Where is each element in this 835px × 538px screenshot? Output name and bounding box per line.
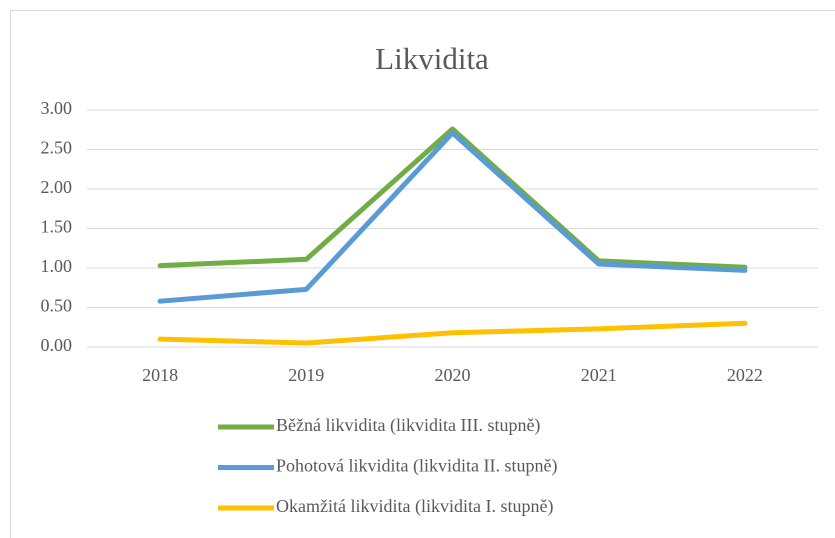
x-tick-label: 2018 (142, 365, 178, 385)
chart-title: Likvidita (375, 41, 489, 76)
legend-label: Běžná likvidita (likvidita III. stupně) (276, 415, 540, 436)
x-tick-label: 2021 (581, 365, 617, 385)
y-tick-label: 0.00 (41, 335, 73, 355)
y-tick-label: 1.00 (41, 256, 73, 276)
series-line (157, 320, 748, 346)
x-tick-label: 2020 (435, 365, 471, 385)
legend-label: Pohotová likvidita (likvidita II. stupně… (276, 456, 557, 477)
y-tick-label: 1.50 (41, 217, 73, 237)
legend-label: Okamžitá likvidita (likvidita I. stupně) (276, 496, 553, 517)
chart-border (10, 10, 835, 538)
y-tick-label: 0.50 (41, 296, 73, 316)
x-tick-label: 2019 (288, 365, 324, 385)
y-tick-label: 2.00 (41, 177, 73, 197)
y-tick-label: 2.50 (41, 138, 73, 158)
x-tick-label: 2022 (727, 365, 763, 385)
y-tick-label: 3.00 (41, 98, 73, 118)
series-line (157, 126, 748, 270)
series-line (157, 130, 748, 304)
